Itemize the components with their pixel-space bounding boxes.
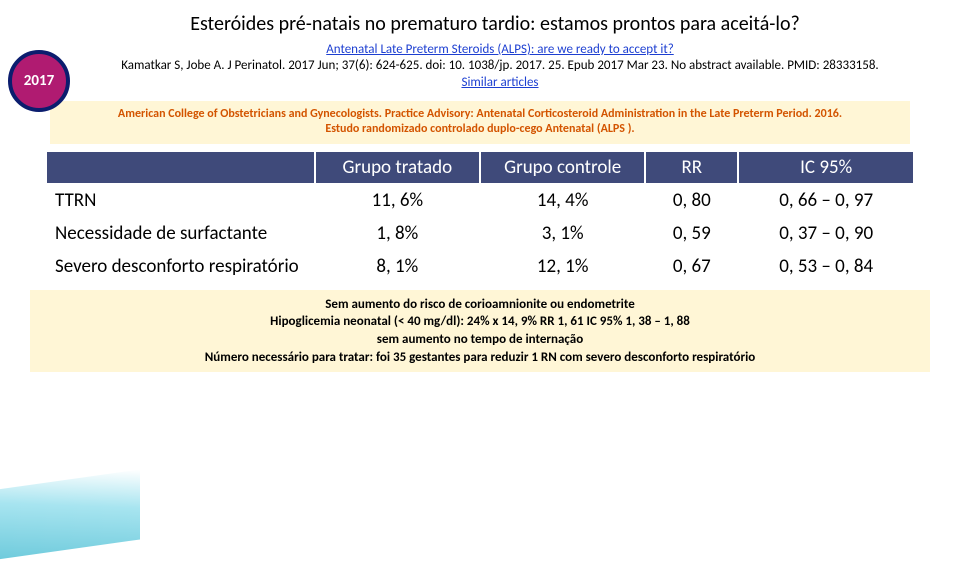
table-row: TTRN 11, 6% 14, 4% 0, 80 0, 66 – 0, 97 (46, 184, 914, 217)
table-row: Severo desconforto respiratório 8, 1% 12… (46, 250, 914, 283)
header-control: Grupo controle (480, 151, 645, 184)
cell-rr: 0, 59 (645, 217, 738, 250)
table-row: Necessidade de surfactante 1, 8% 3, 1% 0… (46, 217, 914, 250)
cell-ci: 0, 66 – 0, 97 (738, 184, 914, 217)
year-badge: 2017 (8, 50, 70, 112)
row-label: Necessidade de surfactante (46, 217, 315, 250)
footnote-line-1: Sem aumento do risco de corioamnionite o… (70, 296, 890, 314)
table-header-row: Grupo tratado Grupo controle RR IC 95% (46, 151, 914, 184)
citation-text: Kamatkar S, Jobe A. J Perinatol. 2017 Ju… (121, 58, 878, 73)
row-label: Severo desconforto respiratório (46, 250, 315, 283)
cell-ci: 0, 37 – 0, 90 (738, 217, 914, 250)
footnote-line-2: Hipoglicemia neonatal (< 40 mg/dl): 24% … (70, 313, 890, 331)
cell-treated: 11, 6% (315, 184, 480, 217)
citation-block: Antenatal Late Preterm Steroids (ALPS): … (0, 42, 960, 97)
row-label: TTRN (46, 184, 315, 217)
results-table: Grupo tratado Grupo controle RR IC 95% T… (45, 150, 915, 284)
slide-title: Esteróides pré-natais no prematuro tardi… (0, 0, 960, 42)
cell-control: 12, 1% (480, 250, 645, 283)
cell-ci: 0, 53 – 0, 84 (738, 250, 914, 283)
advisory-box: American College of Obstetricians and Gy… (50, 101, 910, 144)
header-treated: Grupo tratado (315, 151, 480, 184)
cell-treated: 1, 8% (315, 217, 480, 250)
footnote-line-4: Número necessário para tratar: foi 35 ge… (70, 349, 890, 367)
cell-rr: 0, 67 (645, 250, 738, 283)
corner-decoration (0, 469, 140, 560)
advisory-line-1: American College of Obstetricians and Gy… (60, 107, 900, 123)
cell-rr: 0, 80 (645, 184, 738, 217)
cell-control: 3, 1% (480, 217, 645, 250)
citation-link-2[interactable]: Similar articles (461, 75, 538, 90)
header-ci: IC 95% (738, 151, 914, 184)
advisory-line-2: Estudo randomizado controlado duplo-cego… (60, 122, 900, 138)
header-empty (46, 151, 315, 184)
citation-link-1[interactable]: Antenatal Late Preterm Steroids (ALPS): … (326, 42, 673, 57)
cell-control: 14, 4% (480, 184, 645, 217)
cell-treated: 8, 1% (315, 250, 480, 283)
header-rr: RR (645, 151, 738, 184)
footnote-line-3: sem aumento no tempo de internação (70, 331, 890, 349)
footnote-box: Sem aumento do risco de corioamnionite o… (30, 290, 930, 372)
